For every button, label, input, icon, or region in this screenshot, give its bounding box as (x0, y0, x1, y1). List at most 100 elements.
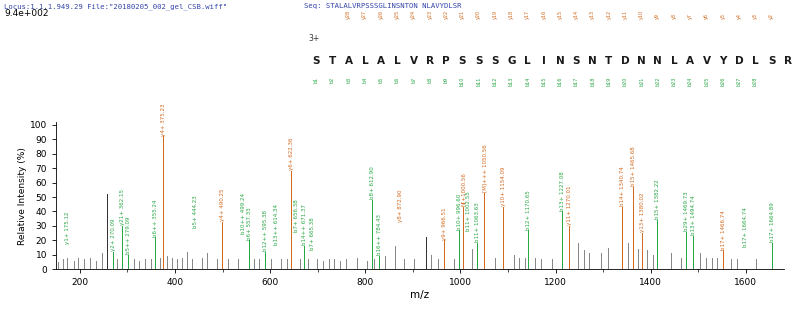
Bar (477, 243, 478, 269)
Bar (665, 250, 666, 269)
Text: G: G (507, 56, 515, 66)
Bar (304, 246, 305, 269)
Bar (578, 243, 579, 269)
Text: y16: y16 (542, 10, 546, 19)
Bar (340, 260, 341, 269)
Text: b18: b18 (590, 77, 595, 86)
Bar (187, 252, 188, 269)
Bar (145, 259, 146, 269)
Text: y6: y6 (704, 13, 709, 19)
Text: b10++ 499.24: b10++ 499.24 (242, 193, 246, 234)
Text: y14: y14 (574, 10, 579, 19)
Bar (494, 258, 496, 269)
Text: S: S (491, 56, 498, 66)
Text: y12: y12 (606, 10, 611, 19)
Text: b7+ 665.38: b7+ 665.38 (310, 217, 315, 250)
Text: L: L (670, 56, 678, 66)
Text: y26: y26 (378, 10, 384, 19)
Bar (528, 230, 529, 269)
Text: b25: b25 (704, 77, 709, 86)
Text: b16++ 784.43: b16++ 784.43 (377, 214, 382, 255)
Bar (584, 250, 585, 269)
Text: y19: y19 (493, 10, 498, 19)
Text: b12: b12 (493, 77, 498, 86)
Bar (772, 243, 773, 269)
Text: b9: b9 (444, 77, 449, 83)
Bar (438, 259, 439, 269)
Text: b10+ 996.60: b10+ 996.60 (457, 193, 462, 229)
Text: y11: y11 (622, 10, 628, 19)
Text: y24: y24 (411, 10, 416, 19)
Text: b13: b13 (509, 77, 514, 86)
Text: b6++ 355.24: b6++ 355.24 (154, 199, 158, 237)
Bar (372, 200, 373, 269)
Text: b17+ 1466.74: b17+ 1466.74 (721, 210, 726, 250)
Text: y9: y9 (655, 13, 660, 19)
Text: b11+ 1063.63: b11+ 1063.63 (475, 203, 480, 243)
Text: b17+ 1664.89: b17+ 1664.89 (770, 203, 774, 243)
Bar (459, 230, 460, 269)
Bar (546, 258, 547, 269)
Bar (653, 255, 654, 269)
Bar (167, 256, 168, 269)
Bar (686, 232, 687, 269)
Text: b6: b6 (395, 77, 400, 83)
Bar (647, 250, 648, 269)
Text: L: L (524, 56, 531, 66)
Text: N[+1000.56: N[+1000.56 (461, 172, 466, 207)
Bar (431, 255, 432, 269)
Text: S: S (475, 56, 482, 66)
Text: b15+ 1382.22: b15+ 1382.22 (655, 180, 661, 219)
Text: S: S (573, 56, 580, 66)
Bar (277, 246, 278, 269)
Text: b5++ 279.09: b5++ 279.09 (126, 217, 131, 254)
Bar (329, 259, 330, 269)
Text: y6+ 622.36: y6+ 622.36 (289, 138, 294, 170)
Text: b8+ 612.90: b8+ 612.90 (370, 167, 375, 199)
Bar (677, 256, 678, 269)
Bar (472, 249, 474, 269)
Text: y25: y25 (395, 10, 400, 19)
Text: y10+ 1154.09: y10+ 1154.09 (501, 167, 506, 207)
Text: y2+ 270.09: y2+ 270.09 (110, 219, 116, 251)
Bar (737, 259, 738, 269)
Text: b17: b17 (574, 77, 579, 86)
Bar (717, 258, 718, 269)
Bar (399, 223, 401, 269)
Bar (671, 253, 672, 269)
Bar (756, 259, 757, 269)
Bar (125, 259, 126, 269)
Bar (155, 238, 156, 269)
Text: y7: y7 (688, 13, 693, 19)
Text: y23: y23 (427, 10, 433, 19)
Text: N: N (588, 56, 597, 66)
Text: y1+ 175.12: y1+ 175.12 (66, 212, 70, 244)
Text: S: S (768, 56, 775, 66)
Bar (596, 248, 597, 269)
Text: b14+ 1340.74: b14+ 1340.74 (620, 167, 625, 207)
Text: b14: b14 (525, 77, 530, 86)
Text: S: S (458, 56, 466, 66)
Text: b27: b27 (737, 77, 742, 86)
Bar (222, 222, 223, 269)
X-axis label: m/z: m/z (410, 290, 430, 300)
Text: y2: y2 (770, 13, 774, 19)
Bar (454, 259, 455, 269)
Bar (228, 259, 229, 269)
Bar (552, 259, 553, 269)
Text: y20: y20 (476, 10, 482, 19)
Bar (503, 207, 504, 269)
Text: b17+ 1664.74: b17+ 1664.74 (743, 207, 749, 247)
Bar (128, 255, 130, 269)
Bar (291, 171, 292, 269)
Text: b28: b28 (753, 77, 758, 86)
Text: b21: b21 (639, 77, 644, 86)
Bar (308, 259, 309, 269)
Text: b26: b26 (720, 77, 726, 86)
Text: b11+ 1002.55: b11+ 1002.55 (466, 191, 470, 231)
Bar (633, 187, 634, 269)
Text: y3: y3 (753, 13, 758, 19)
Bar (84, 259, 85, 269)
Y-axis label: Relative Intensity (%): Relative Intensity (%) (18, 147, 27, 244)
Text: b12++ 595.38: b12++ 595.38 (263, 210, 268, 251)
